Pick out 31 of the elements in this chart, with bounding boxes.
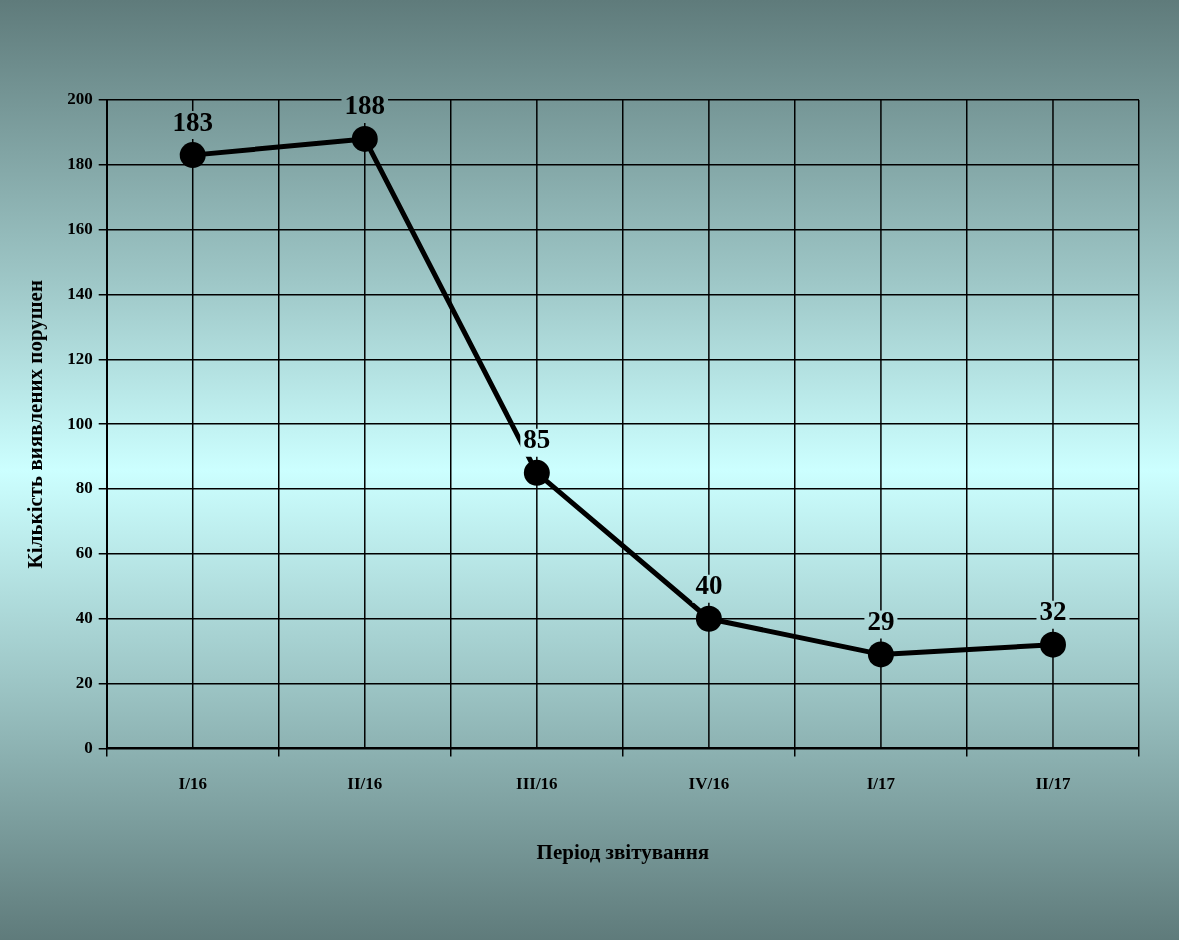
x-tick-label: I/16 bbox=[178, 773, 207, 793]
data-label: 32 bbox=[1039, 596, 1067, 627]
x-tick-label: IV/16 bbox=[688, 773, 730, 793]
point bbox=[695, 605, 722, 632]
y-tick-label: 60 bbox=[75, 543, 93, 563]
x-tick-label: II/17 bbox=[1035, 773, 1071, 793]
y-tick-label: 80 bbox=[75, 478, 93, 498]
data-label: 183 bbox=[172, 106, 213, 137]
y-tick-label: 40 bbox=[75, 608, 93, 628]
x-tick-label: II/16 bbox=[347, 773, 383, 793]
y-tick-label: 20 bbox=[75, 672, 93, 692]
y-tick-label: 140 bbox=[67, 283, 93, 303]
y-axis-title: Кількість виявлених порушен bbox=[23, 279, 48, 569]
y-tick-label: 180 bbox=[67, 154, 93, 174]
y-tick-label: 200 bbox=[67, 89, 93, 109]
point bbox=[351, 125, 378, 152]
point bbox=[1039, 631, 1066, 658]
y-tick-label: 120 bbox=[67, 348, 93, 368]
data-label: 40 bbox=[695, 570, 723, 601]
data-label: 188 bbox=[344, 90, 386, 121]
y-tick-label: 160 bbox=[67, 219, 93, 239]
x-tick-label: I/17 bbox=[866, 773, 896, 793]
data-label: 85 bbox=[523, 424, 551, 455]
point bbox=[523, 459, 550, 486]
y-tick-label: 0 bbox=[84, 737, 93, 757]
point bbox=[867, 641, 894, 668]
data-label: 29 bbox=[867, 605, 895, 636]
point bbox=[179, 142, 206, 169]
y-tick-label: 100 bbox=[67, 413, 93, 433]
x-axis-title: Період звітування bbox=[536, 839, 710, 864]
x-tick-label: III/16 bbox=[516, 773, 558, 793]
